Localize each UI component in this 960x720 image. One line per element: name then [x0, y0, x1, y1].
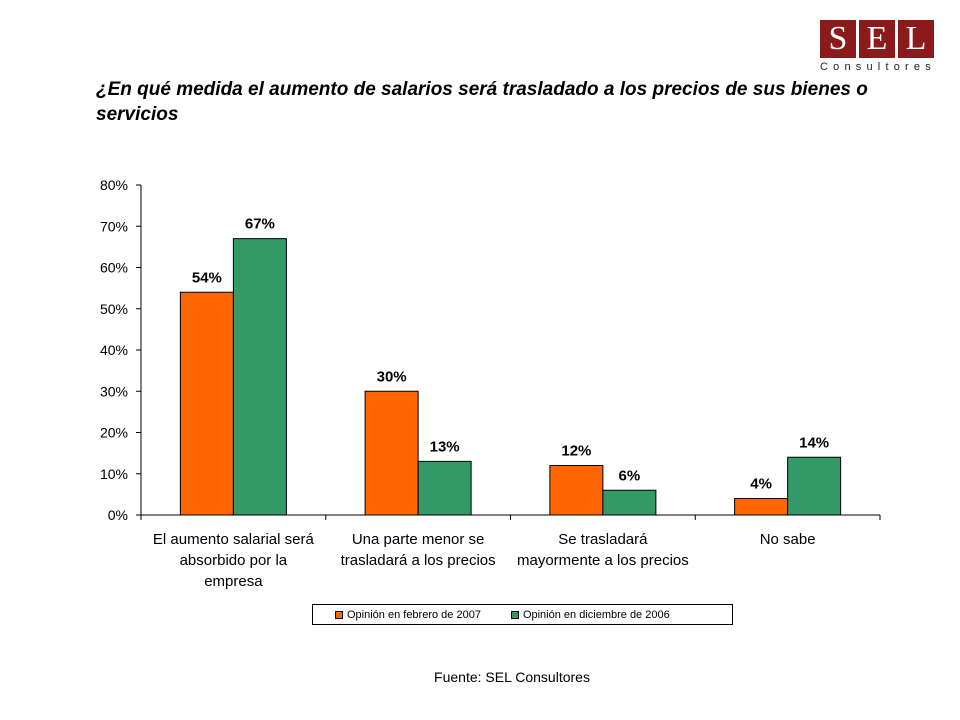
logo-letter-e: E	[859, 20, 895, 58]
data-label: 13%	[430, 438, 460, 455]
x-tick-label: empresa	[204, 573, 263, 590]
x-tick-label: El aumento salarial será	[153, 531, 315, 548]
data-label: 30%	[377, 368, 407, 385]
y-tick-label: 40%	[100, 342, 128, 358]
y-tick-label: 60%	[100, 260, 128, 276]
bar-1	[734, 498, 789, 516]
bar-2	[787, 456, 842, 516]
y-tick-label: 20%	[100, 425, 128, 441]
data-label: 67%	[245, 216, 275, 233]
legend-swatch-series-2	[510, 610, 519, 619]
y-tick-label: 80%	[100, 177, 128, 193]
y-tick-label: 0%	[108, 507, 128, 523]
logo-letter-s: S	[820, 20, 856, 58]
logo-subtitle: Consultores	[820, 61, 936, 73]
bar-2	[602, 489, 657, 516]
legend-item-series-2: Opinión en diciembre de 2006	[510, 608, 670, 621]
y-tick-label: 10%	[100, 466, 128, 482]
page-title: ¿En qué medida el aumento de salarios se…	[96, 79, 868, 125]
data-label: 12%	[561, 443, 591, 460]
y-tick-label: 70%	[100, 218, 128, 234]
x-tick-label: Una parte menor se	[352, 531, 485, 548]
x-tick-label: Se trasladará	[558, 531, 648, 548]
sel-consultores-logo: S E L Consultores	[820, 20, 935, 75]
data-label: 6%	[619, 467, 641, 484]
source-note: Fuente: SEL Consultores	[0, 669, 960, 685]
legend-item-series-1: Opinión en febrero de 2007	[335, 609, 481, 621]
legend-swatch-series-1	[335, 610, 343, 619]
source-text: Fuente: SEL Consultores	[434, 669, 590, 685]
data-label: 4%	[750, 476, 772, 493]
x-tick-label: mayormente a los precios	[517, 552, 689, 569]
y-tick-label: 50%	[100, 301, 128, 317]
chart-legend: Opinión en febrero de 2007 Opinión en di…	[312, 604, 733, 625]
legend-label-series-1: Opinión en febrero de 2007	[347, 608, 481, 621]
x-tick-label: trasladará a los precios	[341, 552, 496, 569]
bar-1	[549, 465, 604, 516]
y-tick-label: 30%	[100, 383, 128, 399]
data-label: 54%	[192, 269, 222, 286]
logo-letter-l: L	[898, 20, 934, 58]
x-tick-label: No sabe	[760, 531, 816, 548]
bar-2	[417, 460, 472, 516]
legend-label-series-2: Opinión en diciembre de 2006	[522, 608, 670, 621]
bar-1	[179, 291, 234, 516]
bar-1	[364, 390, 419, 516]
x-tick-label: absorbido por la	[180, 552, 288, 569]
bar-2	[232, 238, 287, 516]
data-label: 14%	[799, 434, 829, 451]
